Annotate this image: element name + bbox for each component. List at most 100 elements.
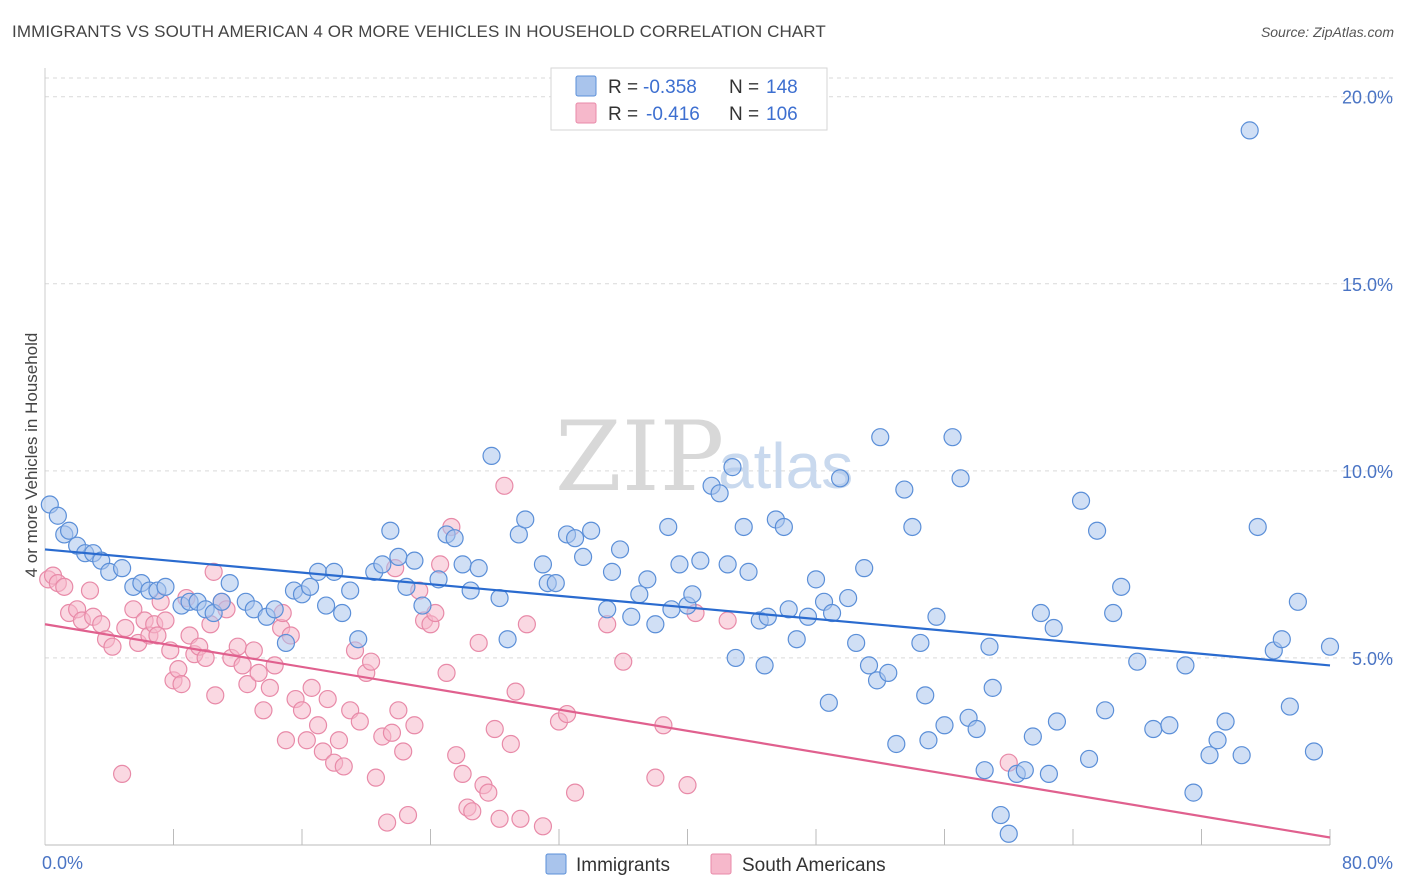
grid-lines xyxy=(45,77,1395,659)
south-americans-point xyxy=(405,716,424,735)
immigrants-point xyxy=(349,630,368,649)
immigrants-point xyxy=(919,731,938,750)
y-tick-label-0: 5.0% xyxy=(1352,649,1393,669)
y-axis-label: 4 or more Vehicles in Household xyxy=(22,333,41,578)
immigrants-point xyxy=(758,607,777,626)
immigrants-point xyxy=(1184,783,1203,802)
south-americans-point xyxy=(366,768,385,787)
immigrants-point xyxy=(999,824,1018,843)
immigrants-point xyxy=(1248,517,1267,537)
immigrants-point xyxy=(1112,577,1131,596)
legend-n-value-1: 106 xyxy=(766,104,798,125)
immigrants-point xyxy=(461,581,480,600)
immigrants-point xyxy=(980,637,999,656)
south-americans-point xyxy=(506,682,525,701)
immigrants-point xyxy=(1288,592,1307,611)
south-americans-point xyxy=(485,719,504,739)
south-americans-point xyxy=(437,663,456,682)
south-americans-point xyxy=(334,757,353,776)
y-tick-label-3: 20.0% xyxy=(1342,88,1393,108)
south-americans-point xyxy=(511,809,530,828)
south-americans-point xyxy=(517,615,536,634)
immigrants-point xyxy=(723,458,742,477)
immigrants-point xyxy=(847,633,866,653)
immigrants-point xyxy=(48,506,67,525)
immigrants-point xyxy=(819,693,838,712)
south-americans-point xyxy=(249,663,268,682)
immigrants-point xyxy=(381,521,400,540)
immigrants-point xyxy=(316,596,336,615)
south-americans-point xyxy=(244,641,263,660)
legend-n-value-0: 148 xyxy=(766,77,798,98)
south-americans-point xyxy=(453,764,472,784)
immigrants-point xyxy=(533,555,553,574)
bottom-legend-south-americans: South Americans xyxy=(742,855,886,876)
immigrants-point xyxy=(598,600,617,619)
bottom-legend-swatch-south-americans xyxy=(710,853,732,875)
south-americans-point xyxy=(614,652,633,671)
immigrants-point xyxy=(1023,727,1042,746)
south-americans-point xyxy=(265,656,284,675)
immigrants-point xyxy=(1071,491,1091,510)
immigrants-point xyxy=(1015,761,1034,780)
south-americans-point xyxy=(233,656,252,675)
south-americans-point xyxy=(206,686,225,705)
trend-lines xyxy=(44,548,1331,839)
immigrants-point xyxy=(916,686,935,705)
immigrants-point xyxy=(787,630,806,649)
south-americans-point xyxy=(313,742,332,761)
immigrants-point xyxy=(1176,656,1195,675)
south-americans-point xyxy=(172,675,191,694)
south-americans-point xyxy=(646,768,665,787)
immigrants-point xyxy=(967,719,986,739)
immigrants-point xyxy=(903,517,922,537)
immigrants-point xyxy=(638,570,657,589)
immigrants-point xyxy=(469,559,488,578)
immigrants-point xyxy=(951,469,970,488)
immigrants-point xyxy=(1320,637,1340,656)
immigrants-point xyxy=(490,588,509,608)
bottom-legend: Immigrants South Americans xyxy=(545,853,886,876)
source-label: Source: ZipAtlas.com xyxy=(1260,24,1394,40)
legend-n-label-1: N = xyxy=(729,104,759,125)
south-americans-point xyxy=(103,637,122,656)
south-americans-point xyxy=(80,581,100,600)
immigrants-point xyxy=(659,517,678,537)
immigrants-point xyxy=(602,562,622,581)
immigrants-point xyxy=(975,761,994,780)
south-americans-point xyxy=(678,776,697,795)
x-tick-min: 0.0% xyxy=(42,853,83,873)
south-americans-point xyxy=(204,562,223,581)
immigrants-point xyxy=(610,540,630,559)
immigrants-point xyxy=(276,633,296,653)
legend-r-label-0: R = xyxy=(608,77,638,98)
immigrants-point xyxy=(1087,521,1107,540)
immigrants-point xyxy=(516,510,535,529)
south-americans-point xyxy=(238,675,257,694)
immigrants-point xyxy=(1039,764,1059,784)
immigrants-point xyxy=(726,648,745,668)
south-americans-point xyxy=(431,555,450,574)
immigrants-point xyxy=(646,615,665,634)
chart-title: IMMIGRANTS VS SOUTH AMERICAN 4 OR MORE V… xyxy=(12,22,826,41)
immigrants-point xyxy=(1280,697,1299,716)
immigrants-point xyxy=(710,484,729,503)
south-americans-point xyxy=(378,813,397,832)
immigrants-point xyxy=(859,656,879,675)
immigrants-point xyxy=(1240,121,1259,140)
south-americans-point xyxy=(394,742,413,761)
immigrants-point xyxy=(855,559,874,578)
immigrants-point xyxy=(779,600,798,619)
immigrants-point xyxy=(879,663,898,682)
immigrants-point xyxy=(887,734,906,754)
immigrants-point xyxy=(871,428,890,447)
immigrants-point xyxy=(445,529,464,548)
immigrants-point xyxy=(1200,746,1219,765)
watermark: ZIP atlas xyxy=(555,401,853,513)
south-americans-point xyxy=(228,637,247,656)
immigrants-point xyxy=(895,480,914,499)
south-americans-point xyxy=(495,476,514,495)
south-americans-point xyxy=(318,689,337,709)
immigrants-point xyxy=(734,517,753,537)
bottom-legend-immigrants: Immigrants xyxy=(576,855,670,876)
